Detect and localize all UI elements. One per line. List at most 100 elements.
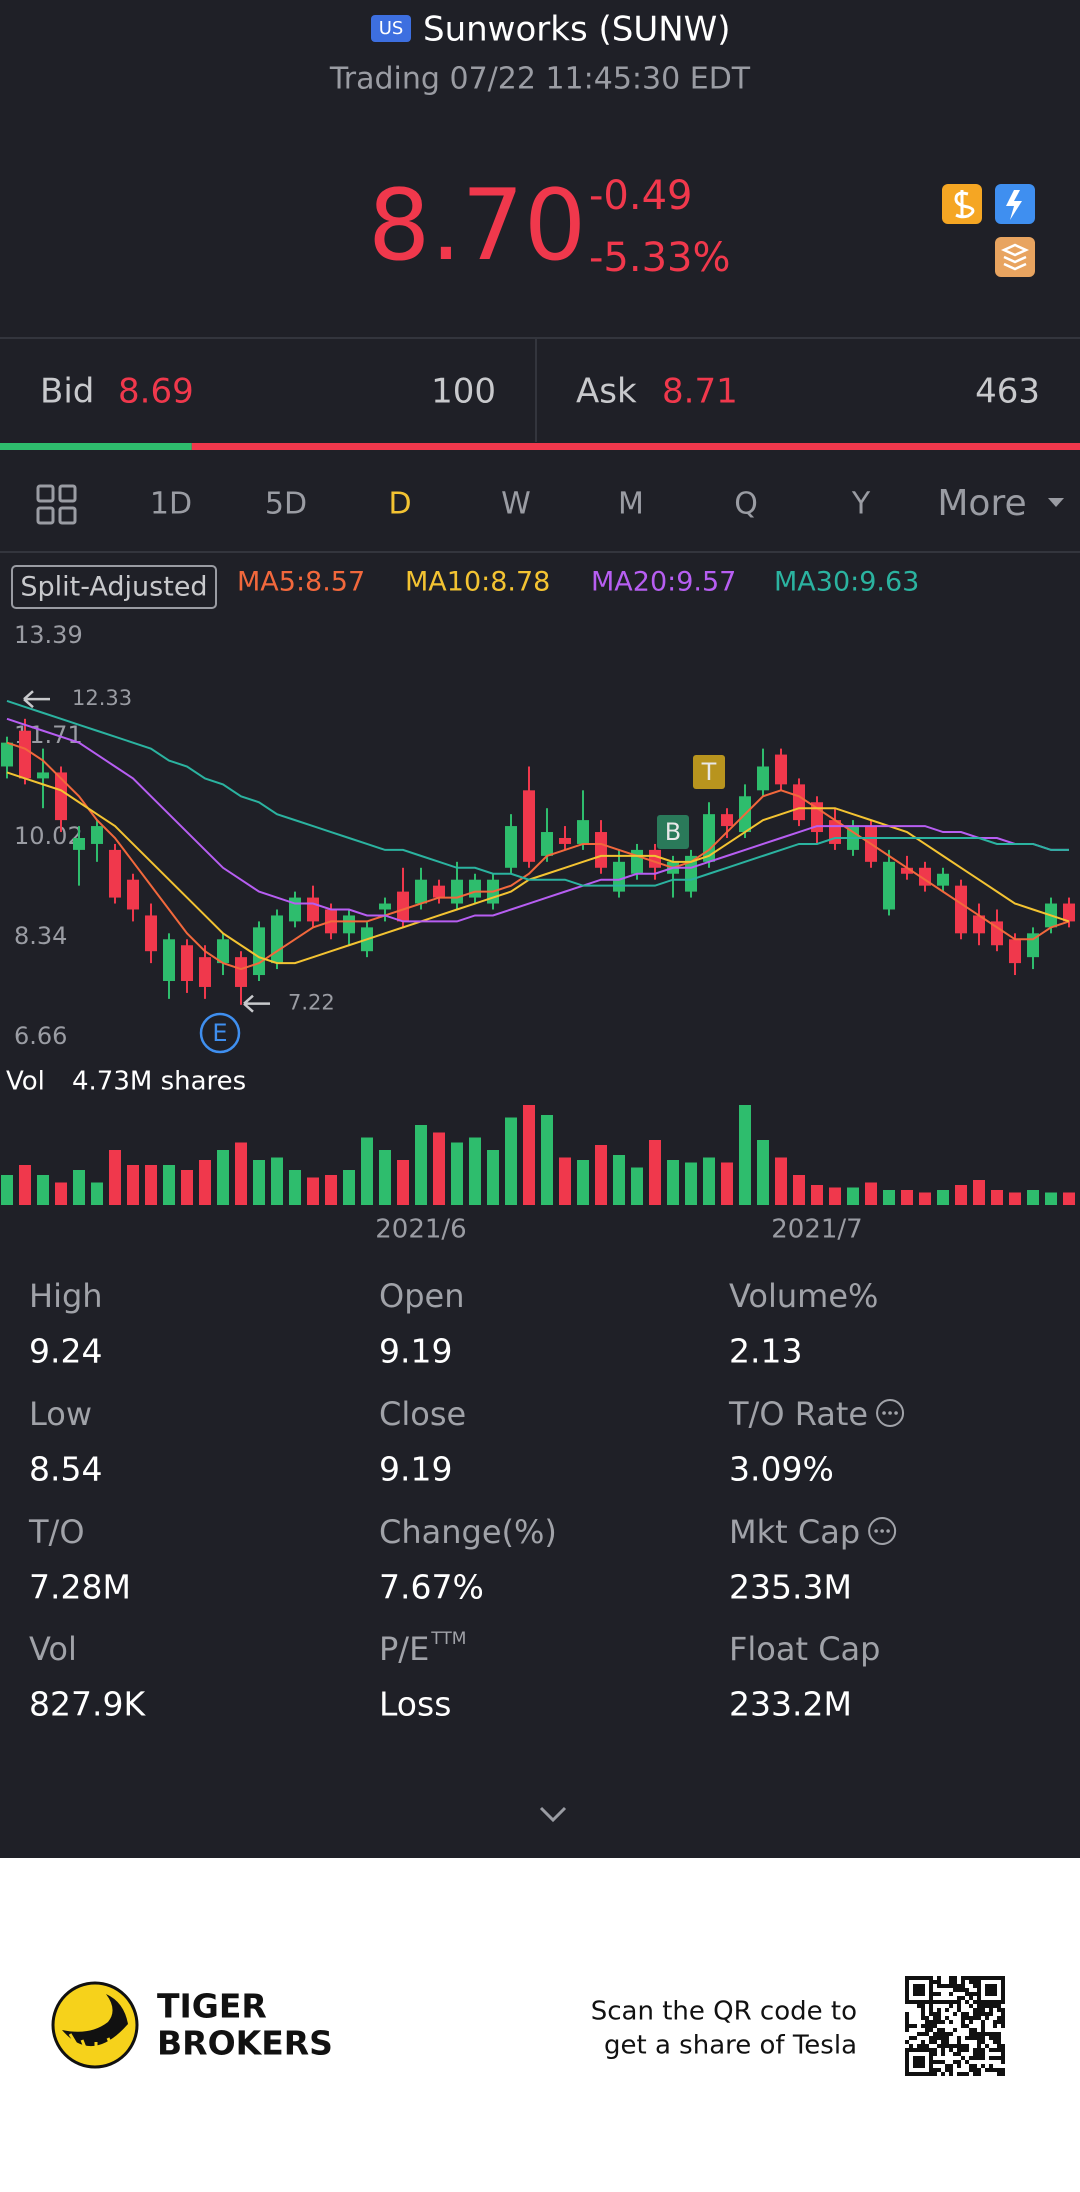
marker-label[interactable]: E [212, 1019, 227, 1047]
icon-glyph [954, 190, 975, 219]
qr-cell [941, 2060, 945, 2064]
depth-bar [0, 443, 1080, 450]
candle-body [37, 772, 49, 779]
stat-label: Low [29, 1395, 92, 1433]
period-tab[interactable]: Q [734, 487, 758, 522]
qr-cell [913, 2048, 917, 2052]
qr-cell [981, 2064, 985, 2068]
adjust-box[interactable] [11, 565, 217, 609]
adjust-label[interactable]: Split-Adjusted [20, 572, 207, 603]
qr-cell [921, 2044, 925, 2048]
qr-cell [949, 1976, 953, 1980]
dropdown-arrow[interactable] [1048, 498, 1064, 507]
info-icon[interactable] [868, 1517, 897, 1545]
qr-cell [997, 2036, 1001, 2040]
period-tab[interactable]: M [618, 487, 644, 522]
marker-label[interactable]: T [701, 758, 717, 786]
candle-body [109, 849, 121, 898]
ma-legend: MA30:9.63 [774, 567, 919, 598]
volume-bar [559, 1157, 571, 1205]
qr-cell [957, 2008, 961, 2012]
qr-cell [957, 2052, 961, 2056]
qr-cell [949, 2064, 953, 2068]
qr-cell [929, 1984, 933, 1988]
qr-cell [953, 1988, 957, 1992]
info-dot [886, 1529, 890, 1533]
qr-cell [1001, 2024, 1005, 2028]
qr-cell [917, 2064, 921, 2068]
qr-cell [921, 2012, 925, 2016]
volume-bar [1045, 1192, 1057, 1205]
qr-cell [977, 2052, 981, 2056]
volume-bar [541, 1115, 553, 1205]
event-marker[interactable] [199, 1012, 241, 1054]
candle-body [757, 766, 769, 791]
qr-cell [1001, 1976, 1005, 1980]
qr-cell [981, 2048, 985, 2052]
qr-cell [965, 2060, 969, 2064]
qr-cell [929, 1988, 933, 1992]
qr-cell [917, 2060, 921, 2064]
trade-marker[interactable] [657, 815, 689, 849]
qr-cell [905, 1980, 909, 1984]
qr-cell [981, 2004, 985, 2008]
stat-value: 2.13 [729, 1332, 802, 1371]
period-tab[interactable]: D [388, 487, 411, 522]
market-badge: US [379, 18, 404, 39]
qr-cell [929, 2056, 933, 2060]
ma-legend: MA20:9.57 [591, 567, 736, 598]
qr-cell [933, 2048, 937, 2052]
period-tab[interactable]: More [937, 483, 1026, 524]
volume-bar [685, 1162, 697, 1205]
qr-cell [949, 1992, 953, 1996]
candle-body [613, 861, 625, 892]
qr-cell [1001, 1980, 1005, 1984]
volume-bar [739, 1105, 751, 1205]
stat-value: 827.9K [29, 1685, 146, 1724]
volume-bar [973, 1180, 985, 1205]
badge [371, 15, 411, 42]
qr-cell [1001, 1992, 1005, 1996]
promo-text: get a share of Tesla [604, 2031, 857, 2061]
qr-cell [997, 2072, 1001, 2076]
qr-cell [929, 2036, 933, 2040]
info-icon[interactable] [876, 1399, 905, 1427]
qr-cell [973, 1984, 977, 1988]
qr-cell [933, 2024, 937, 2028]
qr-cell [913, 2056, 917, 2060]
layout-icon[interactable] [36, 484, 77, 525]
qr-cell [1001, 1984, 1005, 1988]
period-tab[interactable]: W [501, 487, 531, 522]
volume-bar [577, 1160, 589, 1205]
qr-cell [989, 2004, 993, 2008]
qr-cell [993, 2056, 997, 2060]
qr-cell [957, 2060, 961, 2064]
period-tab[interactable]: 5D [265, 487, 307, 522]
stock-title: Sunworks (SUNW) [423, 10, 731, 50]
period-tab[interactable]: 1D [150, 487, 192, 522]
volume-bar [73, 1170, 85, 1205]
qr-cell [909, 2036, 913, 2040]
qr-cell [985, 1976, 989, 1980]
qr-cell [1001, 2016, 1005, 2020]
trade-marker[interactable] [693, 755, 725, 789]
qr-cell [977, 2036, 981, 2040]
qr-cell [997, 2048, 1001, 2052]
qr-cell [993, 2000, 997, 2004]
qr-cell [993, 2068, 997, 2072]
marker-label[interactable]: B [665, 818, 681, 846]
icon-glyph [1006, 190, 1022, 220]
qr-cell [969, 1992, 973, 1996]
qr-cell [961, 2020, 965, 2024]
volume-bar [793, 1175, 805, 1205]
volume-label: Vol [6, 1067, 45, 1097]
qr-cell [953, 2012, 957, 2016]
stat-label: Vol [29, 1630, 77, 1668]
period-tab[interactable]: Y [851, 487, 871, 522]
icon-layers[interactable] [995, 237, 1035, 277]
stat-value: 8.54 [29, 1450, 102, 1489]
qr-cell [973, 2008, 977, 2012]
expand-chevron[interactable] [539, 1806, 567, 1823]
qr-cell [965, 1992, 969, 1996]
qr-cell [937, 2068, 941, 2072]
